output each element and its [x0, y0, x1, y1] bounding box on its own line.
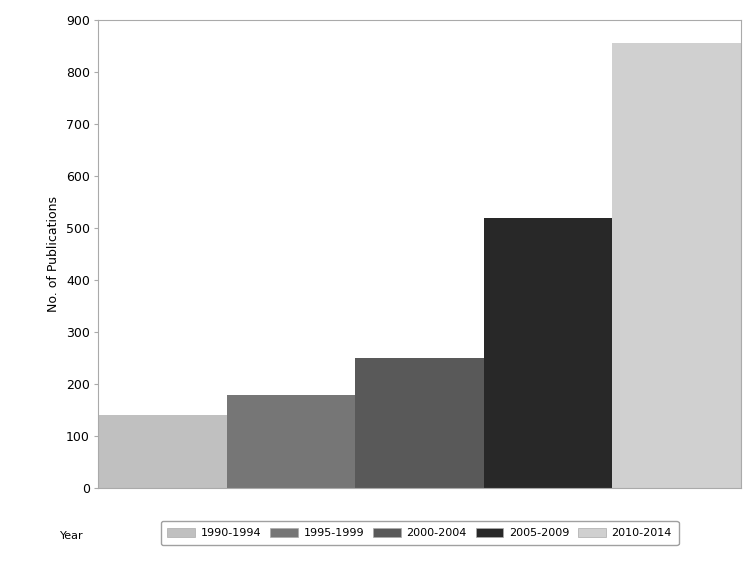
Bar: [355, 358, 484, 488]
Bar: [227, 395, 355, 488]
Bar: [484, 218, 612, 488]
Text: Year: Year: [60, 531, 84, 541]
Y-axis label: No. of Publications: No. of Publications: [48, 196, 60, 312]
Legend: 1990-1994, 1995-1999, 2000-2004, 2005-2009, 2010-2014: 1990-1994, 1995-1999, 2000-2004, 2005-20…: [161, 521, 679, 545]
Bar: [98, 415, 227, 488]
Bar: [612, 43, 741, 488]
